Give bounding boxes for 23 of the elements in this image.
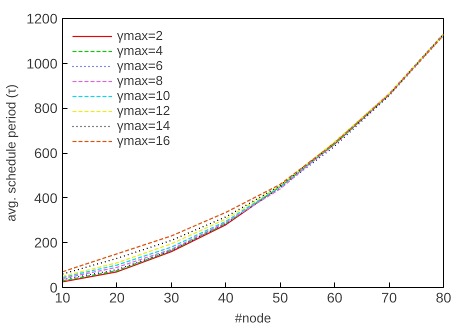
legend-label: γmax=12 — [117, 103, 170, 118]
legend-label: γmax=2 — [117, 28, 163, 43]
legend-label: γmax=14 — [117, 118, 170, 133]
y-tick-label: 200 — [34, 234, 58, 251]
y-axis-title: avg. schedule period (τ) — [3, 84, 18, 222]
legend-label: γmax=4 — [117, 43, 163, 58]
y-tick-label: 600 — [34, 145, 58, 161]
x-tick-label: 20 — [109, 290, 125, 306]
y-tick-label: 1200 — [26, 10, 58, 26]
y-tick-label: 800 — [34, 100, 58, 116]
y-tick-label: 1000 — [26, 55, 58, 72]
x-tick-label: 70 — [381, 290, 398, 306]
x-tick-label: 80 — [436, 290, 452, 306]
legend-label: γmax=6 — [117, 58, 163, 73]
x-tick-label: 30 — [164, 290, 180, 306]
x-tick-label: 60 — [326, 290, 343, 306]
x-tick-label: 50 — [272, 290, 288, 306]
legend-label: γmax=10 — [117, 88, 170, 103]
legend-label: γmax=16 — [117, 133, 170, 148]
x-tick-label: 40 — [218, 290, 234, 306]
x-axis-title: #node — [234, 310, 272, 326]
legend-label: γmax=8 — [117, 73, 163, 88]
y-tick-label: 400 — [34, 190, 58, 206]
